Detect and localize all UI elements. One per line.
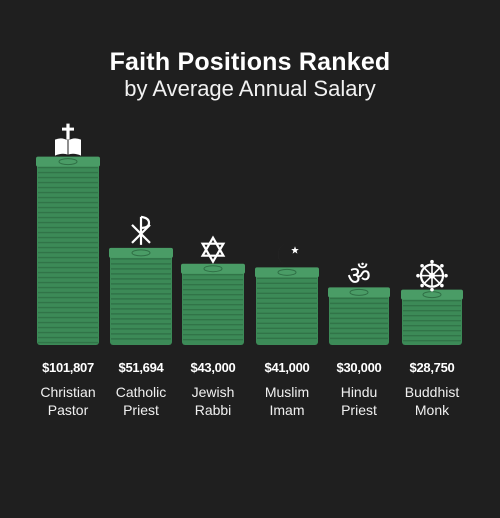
cross-bible-icon bbox=[55, 123, 81, 156]
bill-seal bbox=[58, 158, 78, 166]
value-label: $30,000 bbox=[336, 360, 382, 375]
category-label: Buddhist Monk bbox=[387, 383, 477, 419]
value-label: $43,000 bbox=[190, 360, 236, 375]
category-label-line: Pastor bbox=[47, 402, 89, 418]
bill-seal bbox=[203, 265, 223, 273]
chart-subtitle: by Average Annual Salary bbox=[124, 76, 376, 101]
category-label: Catholic Priest bbox=[96, 383, 186, 419]
category-label-line: Monk bbox=[414, 402, 450, 418]
bar-4 bbox=[255, 267, 319, 345]
bar-3 bbox=[181, 263, 245, 345]
category-label: Christian Pastor bbox=[23, 383, 113, 419]
category-label-line: Hindu bbox=[340, 384, 378, 400]
bill-seal bbox=[422, 291, 442, 299]
value-label: $41,000 bbox=[264, 360, 310, 375]
value-label: $51,694 bbox=[118, 360, 164, 375]
star-of-david-icon bbox=[200, 235, 226, 264]
chart-title: Faith Positions Ranked bbox=[109, 48, 391, 76]
bar-top bbox=[401, 289, 463, 300]
category-label: Jewish Rabbi bbox=[168, 383, 258, 419]
bill-seal bbox=[131, 249, 151, 257]
svg-text:ॐ: ॐ bbox=[347, 261, 371, 291]
category-label-line: Priest bbox=[341, 402, 377, 418]
category-label-line: Rabbi bbox=[194, 402, 232, 418]
dharma-wheel-icon bbox=[416, 259, 448, 292]
bar-top bbox=[109, 247, 173, 258]
bar-1 bbox=[36, 156, 100, 345]
crescent-star-icon bbox=[277, 243, 299, 266]
bill-seal bbox=[277, 268, 297, 276]
bar-top bbox=[255, 267, 319, 278]
bar-body bbox=[110, 250, 172, 345]
value-label: $28,750 bbox=[409, 360, 455, 375]
bar-5 bbox=[328, 287, 390, 345]
bar-top bbox=[36, 156, 100, 167]
category-label: Muslim Imam bbox=[242, 383, 332, 419]
category-label-line: Priest bbox=[123, 402, 159, 418]
bar-2 bbox=[109, 247, 173, 345]
category-label-line: Catholic bbox=[115, 384, 167, 400]
category-label-line: Christian bbox=[40, 384, 96, 400]
category-label-line: Muslim bbox=[264, 384, 310, 400]
bar-top bbox=[181, 263, 245, 274]
category-label: Hindu Priest bbox=[314, 383, 404, 419]
bar-6 bbox=[401, 289, 463, 345]
bar-top bbox=[328, 287, 390, 298]
bar-body bbox=[182, 266, 244, 345]
category-label-line: Jewish bbox=[191, 384, 235, 400]
om-icon: ॐ bbox=[347, 261, 371, 291]
category-label-line: Buddhist bbox=[404, 384, 460, 400]
chi-rho-icon bbox=[131, 215, 151, 245]
value-label: $101,807 bbox=[42, 360, 94, 375]
category-label-line: Imam bbox=[269, 402, 305, 418]
bill-seal bbox=[349, 288, 369, 296]
